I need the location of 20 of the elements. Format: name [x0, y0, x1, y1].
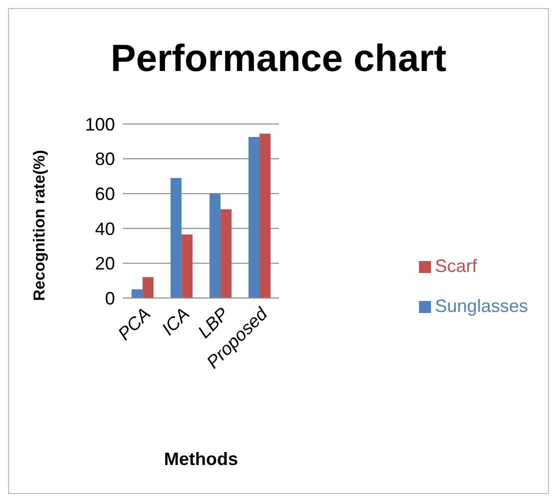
y-tick-label: 20: [94, 254, 115, 274]
bar: [182, 234, 193, 298]
y-tick-label: 0: [104, 288, 115, 308]
bar: [142, 277, 154, 298]
y-axis-title: Recognition rate(%): [32, 150, 49, 301]
legend-label: Sunglasses: [434, 296, 528, 316]
y-tick-label: 100: [84, 114, 115, 134]
y-tick-label: 80: [94, 149, 115, 170]
x-axis-title: Methods: [164, 449, 238, 469]
bar: [220, 209, 232, 298]
bar: [248, 137, 260, 298]
bar: [170, 178, 182, 298]
legend-label: Scarf: [434, 256, 477, 276]
bar: [210, 194, 221, 298]
y-tick-label: 40: [94, 218, 115, 239]
y-tick-label: 60: [94, 184, 115, 204]
bar: [132, 289, 143, 298]
bar: [260, 134, 271, 298]
chart-title: Performance chart: [110, 37, 448, 80]
x-tick-label: ICA: [158, 304, 194, 340]
